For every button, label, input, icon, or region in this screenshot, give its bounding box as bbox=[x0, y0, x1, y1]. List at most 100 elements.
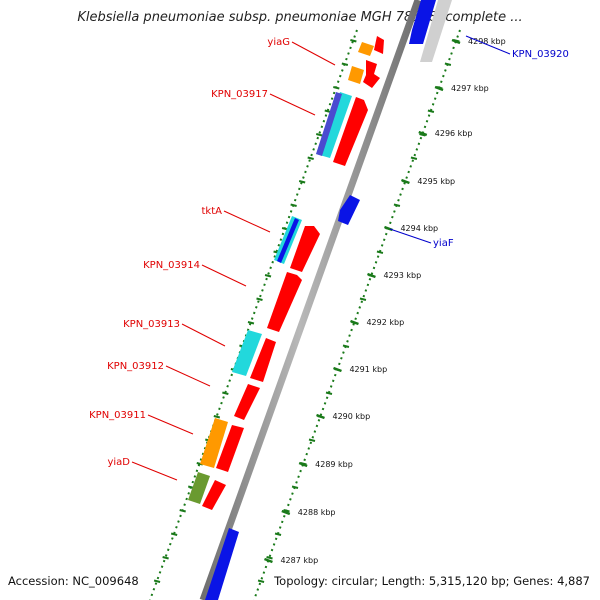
gene-label-yiad[interactable]: yiaD bbox=[107, 457, 130, 468]
feature-yiad[interactable] bbox=[188, 472, 210, 504]
minor-tick bbox=[333, 86, 340, 90]
minor-tick bbox=[359, 297, 367, 301]
feature-kpn-03913[interactable] bbox=[232, 330, 262, 376]
gene-yiaf[interactable] bbox=[338, 195, 360, 225]
scale-tick-label: 4287 kbp bbox=[280, 556, 318, 565]
gene-forward-top[interactable] bbox=[374, 36, 384, 54]
major-tick bbox=[316, 413, 325, 420]
gene-leader-line bbox=[223, 210, 271, 233]
inner-tick-marks bbox=[153, 39, 357, 583]
gene-leader-line bbox=[181, 323, 226, 347]
minor-tick bbox=[153, 579, 161, 583]
gene-reverse-bottom[interactable] bbox=[205, 528, 239, 600]
minor-tick bbox=[290, 203, 297, 207]
gene-leader-line bbox=[291, 41, 336, 66]
gene-label-kpn-03920[interactable]: KPN_03920 bbox=[512, 49, 569, 60]
minor-tick bbox=[179, 509, 186, 513]
major-tick bbox=[264, 557, 273, 564]
gene-label-kpn-03912[interactable]: KPN_03912 bbox=[107, 361, 164, 372]
gene-label-kpn-03913[interactable]: KPN_03913 bbox=[123, 319, 180, 330]
feature-orange-2[interactable] bbox=[348, 66, 364, 84]
major-tick bbox=[418, 130, 428, 137]
minor-tick bbox=[274, 532, 282, 536]
gene-kpn-03914[interactable] bbox=[267, 272, 302, 332]
gene-leader-line bbox=[269, 93, 316, 116]
gene-yiag[interactable] bbox=[363, 60, 380, 88]
scale-tick-label: 4288 kbp bbox=[298, 508, 336, 517]
minor-tick bbox=[222, 391, 229, 395]
gene-label-yiaf[interactable]: yiaF bbox=[433, 238, 454, 249]
reverse-strand-shadow bbox=[420, 0, 452, 62]
gene-label-tkta[interactable]: tktA bbox=[202, 206, 223, 217]
gene-kpn-03912[interactable] bbox=[234, 384, 260, 420]
minor-tick bbox=[257, 579, 265, 583]
major-tick bbox=[400, 178, 410, 185]
scale-tick-label: 4296 kbp bbox=[435, 129, 473, 138]
minor-tick bbox=[170, 532, 178, 536]
accession-text: Accession: NC_009648 bbox=[8, 574, 139, 588]
gene-kpn-03917[interactable] bbox=[333, 97, 368, 166]
minor-tick bbox=[350, 39, 357, 43]
scale-tick-label: 4298 kbp bbox=[468, 37, 506, 46]
minor-tick bbox=[444, 62, 452, 66]
scale-tick-label: 4289 kbp bbox=[315, 460, 353, 469]
gene-label-kpn-03917[interactable]: KPN_03917 bbox=[211, 89, 268, 100]
minor-tick bbox=[298, 180, 306, 184]
scale-tick-label: 4294 kbp bbox=[400, 224, 438, 233]
minor-tick bbox=[342, 344, 350, 348]
scale-tick-label: 4291 kbp bbox=[349, 365, 387, 374]
gene-label-yiag[interactable]: yiaG bbox=[267, 37, 290, 48]
major-tick bbox=[451, 38, 461, 45]
gene-tkta[interactable] bbox=[290, 226, 320, 272]
minor-tick bbox=[283, 509, 290, 513]
gene-leader-line bbox=[389, 228, 432, 244]
minor-tick bbox=[213, 415, 221, 419]
scale-tick-label: 4292 kbp bbox=[366, 318, 404, 327]
gene-leader-line bbox=[131, 461, 178, 481]
minor-tick bbox=[308, 438, 316, 442]
inner-dotted-ring bbox=[149, 29, 358, 600]
minor-tick bbox=[325, 391, 333, 395]
gene-leader-line bbox=[201, 264, 247, 287]
gene-kpn-03911[interactable] bbox=[216, 425, 244, 472]
scale-tick-label: 4290 kbp bbox=[332, 412, 370, 421]
gene-kpn-03913[interactable] bbox=[250, 338, 276, 382]
gene-label-kpn-03914[interactable]: KPN_03914 bbox=[143, 260, 200, 271]
gene-label-kpn-03911[interactable]: KPN_03911 bbox=[89, 410, 146, 421]
gene-leader-line bbox=[465, 35, 511, 55]
feature-kpn-03911[interactable] bbox=[200, 418, 228, 468]
feature-kpn-03917-stripe bbox=[316, 92, 342, 156]
minor-tick bbox=[307, 156, 314, 160]
major-tick bbox=[367, 272, 376, 279]
feature-orange-yiag[interactable] bbox=[358, 42, 374, 56]
minor-tick bbox=[256, 297, 263, 301]
minor-tick bbox=[393, 203, 401, 207]
minor-tick bbox=[266, 556, 273, 560]
minor-tick bbox=[341, 62, 349, 66]
scale-tick-label: 4297 kbp bbox=[451, 84, 489, 93]
major-tick bbox=[281, 509, 291, 516]
minor-tick bbox=[376, 250, 384, 254]
major-tick bbox=[298, 461, 308, 468]
major-tick bbox=[434, 85, 444, 92]
scale-tick-label: 4293 kbp bbox=[383, 271, 421, 280]
minor-tick bbox=[291, 485, 299, 489]
outer-dotted-ring bbox=[253, 29, 461, 600]
gene-leader-line bbox=[165, 365, 211, 387]
minor-tick bbox=[264, 274, 272, 278]
minor-tick bbox=[315, 133, 323, 137]
genome-backbone bbox=[199, 0, 422, 600]
minor-tick bbox=[410, 156, 418, 160]
major-tick bbox=[350, 319, 359, 326]
gene-yiad[interactable] bbox=[202, 480, 226, 510]
minor-tick bbox=[427, 109, 435, 113]
minor-tick bbox=[247, 321, 255, 325]
minor-tick bbox=[162, 556, 169, 560]
gene-leader-line bbox=[147, 414, 194, 435]
feature-tkta-stripe bbox=[277, 218, 299, 263]
gene-kpn-03920[interactable] bbox=[409, 0, 436, 44]
scale-tick-label: 4295 kbp bbox=[417, 177, 455, 186]
genome-info-text: Topology: circular; Length: 5,315,120 bp… bbox=[274, 574, 590, 588]
major-tick bbox=[333, 366, 342, 373]
